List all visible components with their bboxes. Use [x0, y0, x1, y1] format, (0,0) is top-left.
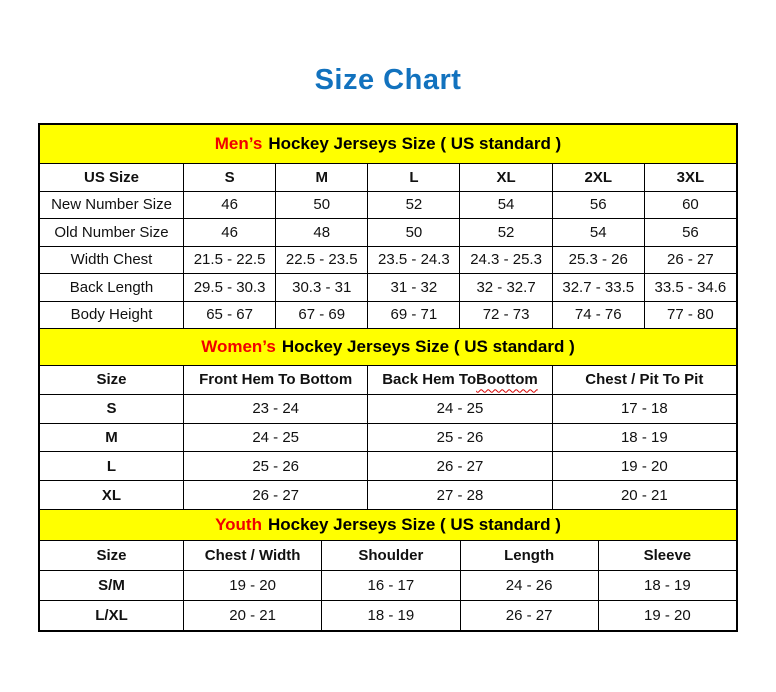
mens-table: US Size S M L XL 2XL 3XL New Number Size 46 50 52 5… — [40, 163, 736, 328]
womens-table-cell: 27 - 28 — [367, 480, 552, 509]
womens-row-label: XL — [40, 480, 183, 509]
mens-table-cell: 54 — [459, 190, 552, 218]
womens-header-cell: Back Hem To Boottom — [367, 365, 552, 394]
mens-table-cell: 33.5 - 34.6 — [643, 273, 736, 301]
womens-row-label: S — [40, 393, 183, 423]
womens-table-cell: 20 - 21 — [551, 480, 736, 509]
youth-table-cell: 19 - 20 — [183, 569, 322, 600]
womens-row-label: M — [40, 422, 183, 452]
youth-table-cell: 26 - 27 — [459, 599, 598, 630]
mens-table-cell: 54 — [551, 218, 644, 246]
youth-header-cell: Length — [459, 539, 598, 570]
youth-table-cell: 20 - 21 — [183, 599, 322, 630]
mens-table-cell: 52 — [367, 190, 460, 218]
womens-band-highlight: Women’s — [201, 337, 276, 356]
mens-row-label: Body Height — [40, 300, 183, 329]
mens-table-cell: 30.3 - 31 — [275, 273, 368, 301]
youth-table-cell: 19 - 20 — [597, 599, 736, 630]
youth-header-cell: Sleeve — [597, 539, 736, 570]
youth-band-text: Hockey Jerseys Size ( US standard ) — [267, 514, 561, 534]
mens-table-cell: 21.5 - 22.5 — [183, 245, 276, 273]
mens-row-label: Old Number Size — [40, 218, 183, 246]
mens-table-cell: 22.5 - 23.5 — [275, 245, 368, 273]
mens-header-cell: US Size — [40, 163, 183, 191]
womens-table-cell: 25 - 26 — [183, 451, 368, 481]
mens-table-cell: 67 - 69 — [275, 300, 368, 328]
mens-header-cell: 3XL — [643, 163, 736, 191]
mens-table-cell: 77 - 80 — [643, 300, 736, 328]
womens-section-band: Women’s Hockey Jerseys Size ( US standard… — [40, 328, 736, 365]
womens-table-cell: 26 - 27 — [183, 480, 368, 509]
mens-table-cell: 56 — [643, 218, 736, 246]
mens-table-cell: 50 — [367, 218, 460, 246]
womens-table-cell: 17 - 18 — [551, 393, 736, 423]
womens-table-cell: 25 - 26 — [367, 422, 552, 452]
mens-table-cell: 60 — [643, 190, 736, 218]
mens-header-cell: L — [367, 163, 460, 191]
mens-header-cell: M — [275, 163, 368, 191]
mens-table-cell: 25.3 - 26 — [551, 245, 644, 273]
youth-header-cell: Shoulder — [321, 539, 460, 570]
youth-row-label: L/XL — [40, 599, 183, 630]
womens-band-text: Hockey Jerseys Size ( US standard ) — [281, 337, 575, 356]
mens-table-cell: 26 - 27 — [643, 245, 736, 273]
youth-table-cell: 18 - 19 — [597, 569, 736, 600]
womens-table: Size Front Hem To Bottom Back Hem To Boott… — [40, 365, 736, 509]
mens-band-text: Hockey Jerseys Size ( US standard ) — [268, 134, 562, 153]
mens-row-label: Width Chest — [40, 245, 183, 274]
mens-table-cell: 52 — [459, 218, 552, 246]
mens-table-cell: 69 - 71 — [367, 300, 460, 328]
mens-table-cell: 56 — [551, 190, 644, 218]
mens-table-cell: 50 — [275, 190, 368, 218]
mens-header-cell: 2XL — [551, 163, 644, 191]
mens-table-cell: 46 — [183, 218, 276, 246]
womens-header-cell: Front Hem To Bottom — [183, 365, 368, 394]
womens-table-cell: 24 - 25 — [183, 422, 368, 452]
youth-band-highlight: Youth — [215, 514, 262, 534]
mens-table-cell: 29.5 - 30.3 — [183, 273, 276, 301]
youth-header-cell: Chest / Width — [183, 539, 322, 570]
youth-header-cell: Size — [40, 539, 183, 570]
youth-row-label: S/M — [40, 569, 183, 600]
youth-section-band: Youth Hockey Jerseys Size ( US standard ) — [40, 508, 736, 540]
womens-table-cell: 18 - 19 — [551, 422, 736, 452]
womens-table-cell: 24 - 25 — [367, 393, 552, 423]
mens-table-cell: 48 — [275, 218, 368, 246]
size-chart: Men’s Hockey Jerseys Size ( US standard )… — [38, 123, 738, 632]
mens-table-cell: 32.7 - 33.5 — [551, 273, 644, 301]
mens-table-cell: 72 - 73 — [459, 300, 552, 328]
mens-table-cell: 32 - 32.7 — [459, 273, 552, 301]
mens-table-cell: 74 - 76 — [551, 300, 644, 328]
youth-table-cell: 16 - 17 — [321, 569, 460, 600]
page-title: Size Chart — [314, 64, 462, 96]
womens-row-label: L — [40, 451, 183, 480]
mens-header-cell: S — [183, 163, 276, 191]
womens-header-cell: Size — [40, 365, 183, 394]
womens-header-cell: Chest / Pit To Pit — [551, 365, 736, 394]
mens-table-cell: 23.5 - 24.3 — [367, 245, 460, 273]
mens-header-cell: XL — [459, 163, 552, 191]
misspelled-word: Boottom — [476, 371, 538, 389]
womens-table-cell: 26 - 27 — [367, 451, 552, 481]
womens-table-cell: 23 - 24 — [183, 393, 368, 423]
mens-band-highlight: Men’s — [214, 134, 263, 153]
womens-table-cell: 19 - 20 — [551, 451, 736, 481]
mens-row-label: New Number Size — [40, 190, 183, 219]
mens-section-band: Men’s Hockey Jerseys Size ( US standard ) — [40, 125, 736, 163]
mens-row-label: Back Length — [40, 273, 183, 301]
mens-table-cell: 65 - 67 — [183, 300, 276, 328]
youth-table: Size Chest / Width Shoulder Length Sleeve S/M… — [40, 539, 736, 630]
mens-table-cell: 46 — [183, 190, 276, 218]
mens-table-cell: 24.3 - 25.3 — [459, 245, 552, 273]
youth-table-cell: 24 - 26 — [459, 569, 598, 600]
youth-table-cell: 18 - 19 — [321, 599, 460, 630]
mens-table-cell: 31 - 32 — [367, 273, 460, 301]
